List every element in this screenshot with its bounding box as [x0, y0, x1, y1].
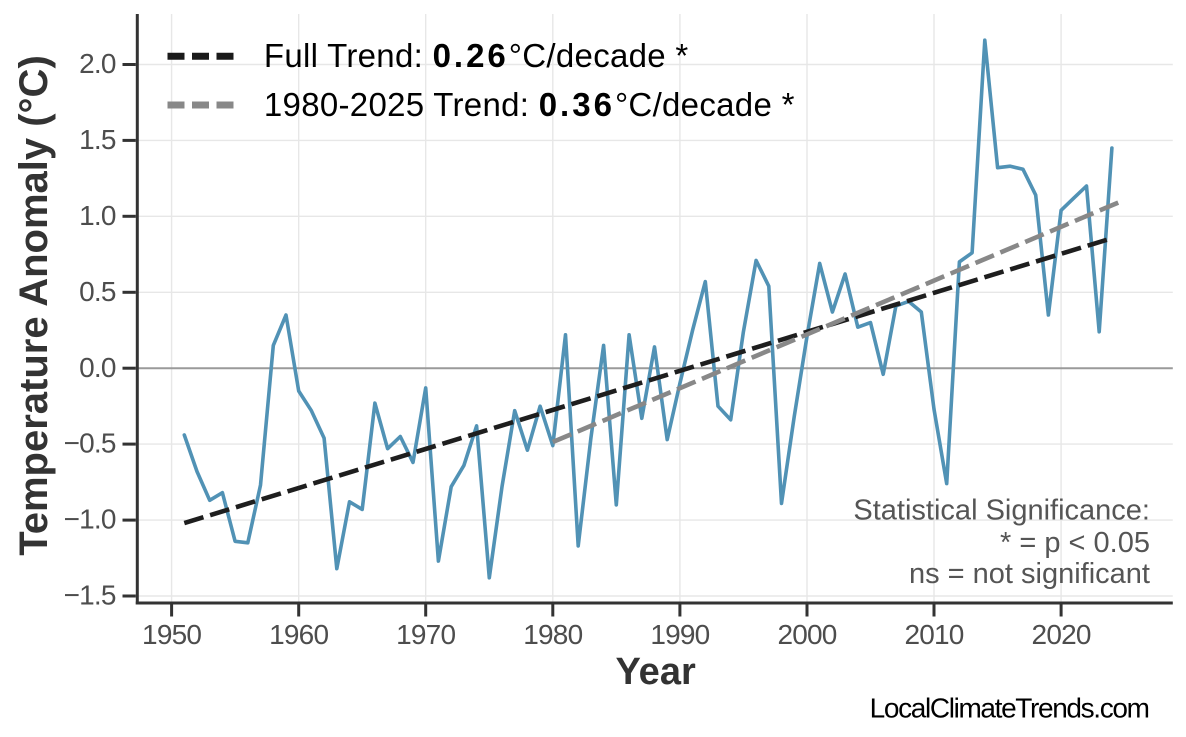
svg-text:1980: 1980 [523, 619, 582, 650]
svg-text:0.5: 0.5 [79, 276, 116, 307]
svg-text:−1.5: −1.5 [64, 580, 116, 611]
svg-text:1970: 1970 [396, 619, 455, 650]
svg-text:1960: 1960 [269, 619, 328, 650]
svg-text:−0.5: −0.5 [64, 428, 116, 459]
svg-text:1.0: 1.0 [79, 200, 116, 231]
svg-text:1.5: 1.5 [79, 124, 116, 155]
svg-text:* = p < 0.05: * = p < 0.05 [1000, 527, 1150, 559]
svg-text:1950: 1950 [142, 619, 201, 650]
svg-text:Statistical Significance:: Statistical Significance: [853, 495, 1150, 527]
svg-text:2000: 2000 [777, 619, 836, 650]
svg-text:2020: 2020 [1032, 619, 1091, 650]
svg-text:1990: 1990 [650, 619, 709, 650]
svg-text:1980-2025 Trend: 0.36°C/decade: 1980-2025 Trend: 0.36°C/decade * [264, 86, 795, 123]
svg-text:ns = not significant: ns = not significant [909, 558, 1150, 590]
svg-text:Year: Year [615, 651, 696, 693]
svg-text:LocalClimateTrends.com: LocalClimateTrends.com [870, 692, 1149, 723]
svg-text:Full Trend: 0.26°C/decade *: Full Trend: 0.26°C/decade * [264, 37, 689, 74]
svg-text:2.0: 2.0 [79, 48, 116, 79]
svg-text:0.0: 0.0 [79, 352, 116, 383]
svg-text:−1.0: −1.0 [64, 504, 116, 535]
svg-text:Temperature Anomaly (°C): Temperature Anomaly (°C) [12, 55, 56, 556]
svg-text:2010: 2010 [904, 619, 963, 650]
